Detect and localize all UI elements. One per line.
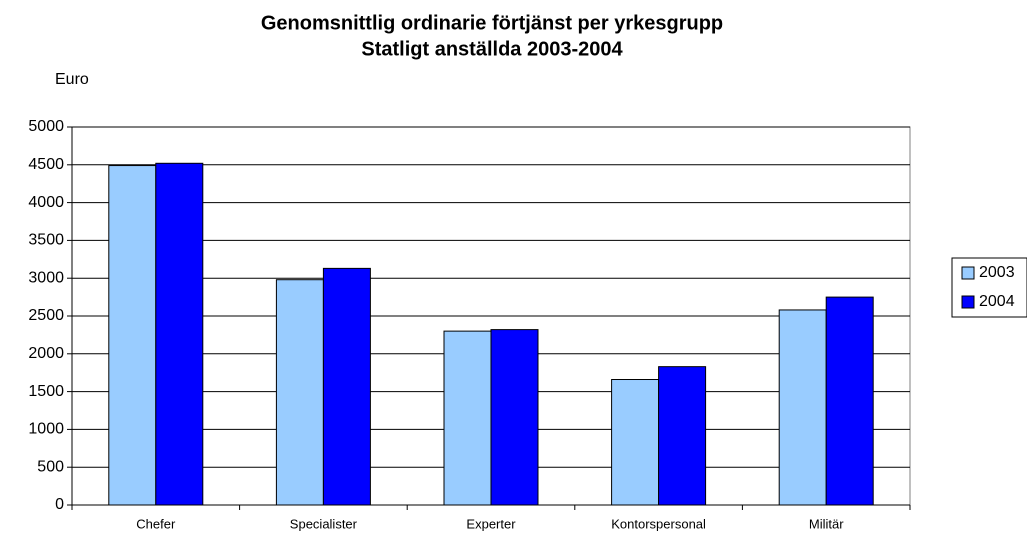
bar	[275, 279, 324, 506]
y-axis-label: Euro	[55, 71, 89, 88]
y-tick-label: 2000	[28, 345, 64, 362]
bar	[490, 329, 539, 506]
bar	[322, 267, 371, 506]
legend-label: 2004	[979, 293, 1015, 310]
y-tick-label: 1000	[28, 421, 64, 438]
bar	[155, 162, 204, 506]
bar	[778, 309, 827, 506]
bar	[108, 165, 157, 506]
legend-swatch	[961, 266, 975, 280]
bar	[443, 330, 492, 506]
x-tick-label: Chefer	[136, 516, 176, 531]
x-tick-label: Specialister	[290, 516, 358, 531]
y-tick-label: 4000	[28, 194, 64, 211]
y-tick-label: 4500	[28, 156, 64, 173]
x-tick-label: Militär	[809, 516, 844, 531]
y-tick-label: 3000	[28, 269, 64, 286]
bar	[825, 296, 874, 506]
x-tick-label: Kontorspersonal	[611, 516, 706, 531]
y-tick-label: 2500	[28, 307, 64, 324]
bar	[658, 366, 707, 506]
y-tick-label: 1500	[28, 383, 64, 400]
y-tick-label: 5000	[28, 118, 64, 135]
x-tick-label: Experter	[466, 516, 516, 531]
legend-swatch	[961, 295, 975, 309]
bar	[611, 379, 660, 506]
y-tick-label: 0	[55, 496, 64, 513]
chart-subtitle: Statligt anställda 2003-2004	[361, 38, 623, 60]
y-tick-label: 500	[37, 458, 64, 475]
chart-title: Genomsnittlig ordinarie förtjänst per yr…	[261, 12, 723, 34]
legend-label: 2003	[979, 264, 1015, 281]
y-tick-label: 3500	[28, 232, 64, 249]
